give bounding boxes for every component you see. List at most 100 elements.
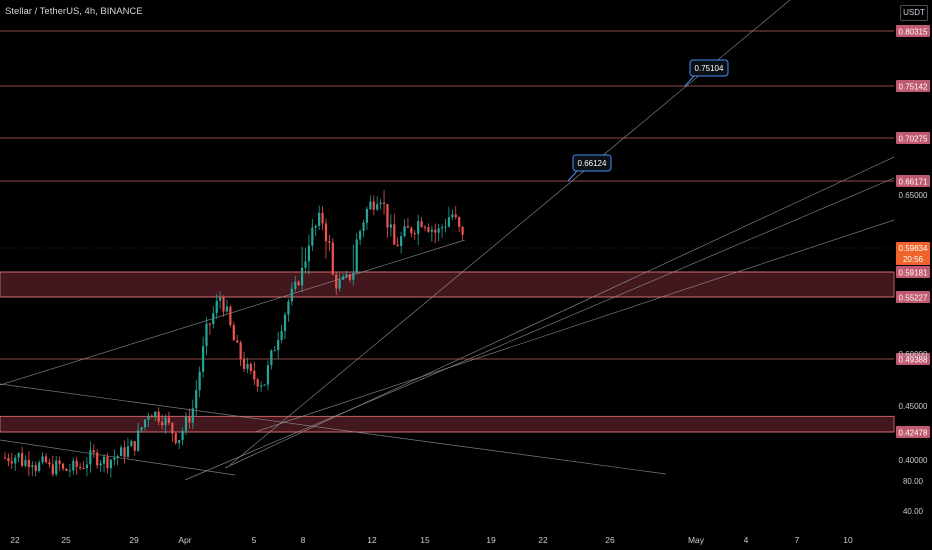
candle-body bbox=[174, 433, 177, 444]
candle-body bbox=[51, 464, 54, 475]
callout-pointer bbox=[684, 75, 695, 87]
candle-body bbox=[461, 226, 464, 235]
candle-body bbox=[212, 313, 215, 325]
candle-body bbox=[65, 468, 68, 471]
price-level-label: 0.49388 bbox=[899, 356, 928, 365]
x-tick-label: 19 bbox=[486, 535, 496, 545]
candle-body bbox=[232, 325, 235, 341]
y-tick-label: 0.60000 bbox=[899, 350, 928, 359]
x-tick-label: 4 bbox=[744, 535, 749, 545]
price-level-badge bbox=[896, 175, 930, 187]
trendline-5 bbox=[229, 0, 791, 466]
x-tick-label: 29 bbox=[129, 535, 139, 545]
candle-body bbox=[123, 447, 126, 457]
candle-body bbox=[440, 227, 444, 229]
candle-body bbox=[201, 346, 205, 372]
candle-body bbox=[331, 242, 334, 275]
candle-body bbox=[352, 272, 355, 280]
candle-body bbox=[447, 217, 451, 227]
price-level-label: 0.70275 bbox=[899, 135, 928, 144]
candle-body bbox=[365, 209, 369, 223]
callout-pointer bbox=[567, 170, 578, 182]
callout-label: 0.75104 bbox=[695, 64, 724, 73]
y-tick-label: 40.00 bbox=[903, 507, 924, 516]
candle-body bbox=[160, 421, 164, 426]
x-tick-label: 22 bbox=[538, 535, 548, 545]
x-tick-label: May bbox=[688, 535, 705, 545]
candle-body bbox=[41, 456, 44, 463]
x-tick-label: 8 bbox=[301, 535, 306, 545]
candle-body bbox=[304, 261, 307, 268]
y-tick-label: 0.45000 bbox=[899, 402, 928, 411]
candle-body bbox=[451, 214, 454, 218]
price-level-badge bbox=[896, 25, 930, 37]
candle-body bbox=[188, 417, 191, 423]
price-level-badge bbox=[896, 426, 930, 438]
x-tick-label: 5 bbox=[252, 535, 257, 545]
candle-body bbox=[236, 340, 239, 343]
candle-body bbox=[44, 456, 48, 463]
candle-body bbox=[318, 212, 321, 227]
candle-body bbox=[277, 339, 280, 351]
chart-title: Stellar / TetherUS, 4h, BINANCE bbox=[5, 6, 143, 17]
price-level-badge bbox=[896, 132, 930, 144]
candle-body bbox=[68, 470, 71, 472]
candle-body bbox=[437, 228, 440, 233]
candle-body bbox=[120, 447, 123, 457]
candle-body bbox=[167, 417, 171, 423]
current-price-label: 0.59834 bbox=[899, 244, 928, 253]
candle-body bbox=[294, 281, 297, 289]
candle-body bbox=[458, 217, 461, 227]
candle-body bbox=[106, 456, 109, 469]
trendline-3 bbox=[184, 177, 895, 481]
candle-body bbox=[372, 201, 375, 210]
current-price-badge bbox=[896, 242, 930, 265]
candle-body bbox=[290, 288, 293, 302]
candle-body bbox=[7, 457, 10, 462]
candle-body bbox=[420, 221, 423, 227]
candle-body bbox=[133, 441, 136, 451]
candle-body bbox=[386, 203, 389, 228]
candle-body bbox=[154, 411, 157, 418]
candle-body bbox=[406, 226, 410, 228]
x-tick-label: 15 bbox=[420, 535, 430, 545]
candle-body bbox=[79, 466, 82, 469]
candle-body bbox=[215, 300, 218, 314]
trendline-2 bbox=[0, 383, 667, 475]
price-level-label: 0.42478 bbox=[899, 429, 928, 438]
candle-body bbox=[249, 364, 252, 371]
candle-body bbox=[17, 453, 20, 458]
candle-body bbox=[359, 230, 362, 240]
candle-body bbox=[369, 201, 372, 210]
candle-body bbox=[338, 279, 341, 289]
candle-body bbox=[417, 221, 420, 234]
candle-body bbox=[280, 330, 283, 340]
candle-body bbox=[137, 430, 140, 451]
candle-body bbox=[147, 415, 150, 420]
candle-body bbox=[10, 461, 13, 464]
x-tick-label: 7 bbox=[795, 535, 800, 545]
candle-body bbox=[178, 440, 181, 444]
candle-body bbox=[400, 236, 403, 247]
candle-body bbox=[58, 460, 61, 464]
candle-body bbox=[256, 379, 259, 387]
candle-body bbox=[126, 446, 130, 457]
candle-body bbox=[239, 342, 242, 360]
x-tick-label: 25 bbox=[61, 535, 71, 545]
candle-body bbox=[362, 222, 365, 231]
candle-body bbox=[410, 227, 413, 234]
trendline-0 bbox=[0, 239, 466, 386]
candle-body bbox=[324, 223, 328, 242]
x-tick-label: 22 bbox=[10, 535, 20, 545]
candle-body bbox=[444, 226, 447, 228]
candle-body bbox=[181, 430, 184, 441]
candle-body bbox=[225, 306, 229, 312]
candle-body bbox=[24, 459, 27, 466]
currency-unit-badge[interactable]: USDT bbox=[900, 5, 928, 21]
candle-body bbox=[273, 350, 276, 352]
candle-body bbox=[130, 441, 133, 447]
price-level-badge bbox=[896, 291, 930, 303]
price-level-label: 0.55227 bbox=[899, 294, 928, 303]
candle-body bbox=[423, 226, 427, 228]
